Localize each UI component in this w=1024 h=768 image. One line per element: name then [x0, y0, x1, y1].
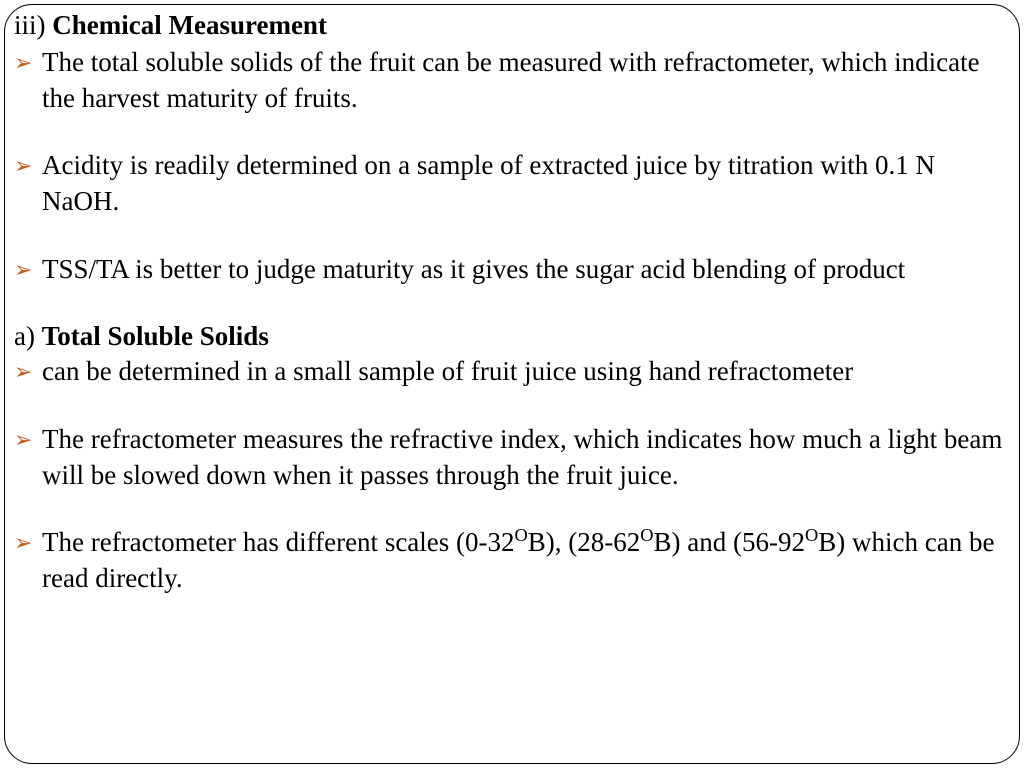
degree-superscript: O	[805, 525, 818, 545]
bullet-item: ➢ The refractometer measures the refract…	[14, 422, 1010, 493]
bullet-item: ➢ Acidity is readily determined on a sam…	[14, 148, 1010, 219]
subheading-title: Total Soluble Solids	[42, 321, 269, 351]
chevron-right-icon: ➢	[14, 525, 42, 558]
subsection-heading: a) Total Soluble Solids	[14, 319, 1010, 354]
chevron-right-icon: ➢	[14, 422, 42, 455]
bullet-text: The refractometer measures the refractiv…	[42, 422, 1010, 493]
bullet-text: TSS/TA is better to judge maturity as it…	[42, 252, 1010, 288]
bullet-item: ➢ The total soluble solids of the fruit …	[14, 45, 1010, 116]
scales-text-part: B), (28-62	[528, 527, 640, 557]
bullet-text: The total soluble solids of the fruit ca…	[42, 45, 1010, 116]
subheading-prefix: a)	[14, 321, 42, 351]
bullet-item: ➢ The refractometer has different scales…	[14, 525, 1010, 596]
heading-prefix: iii)	[14, 10, 52, 40]
chevron-right-icon: ➢	[14, 354, 42, 387]
section-heading: iii) Chemical Measurement	[14, 8, 1010, 43]
bullet-item: ➢ can be determined in a small sample of…	[14, 354, 1010, 390]
chevron-right-icon: ➢	[14, 148, 42, 181]
chevron-right-icon: ➢	[14, 252, 42, 285]
degree-superscript: O	[640, 525, 653, 545]
bullet-text: can be determined in a small sample of f…	[42, 354, 1010, 390]
bullet-text: The refractometer has different scales (…	[42, 525, 1010, 596]
degree-superscript: O	[515, 525, 528, 545]
heading-title: Chemical Measurement	[52, 10, 327, 40]
bullet-item: ➢ TSS/TA is better to judge maturity as …	[14, 252, 1010, 288]
bullet-text: Acidity is readily determined on a sampl…	[42, 148, 1010, 219]
scales-text-part: The refractometer has different scales (…	[42, 527, 515, 557]
scales-text-part: B) and (56-92	[654, 527, 805, 557]
chevron-right-icon: ➢	[14, 45, 42, 78]
